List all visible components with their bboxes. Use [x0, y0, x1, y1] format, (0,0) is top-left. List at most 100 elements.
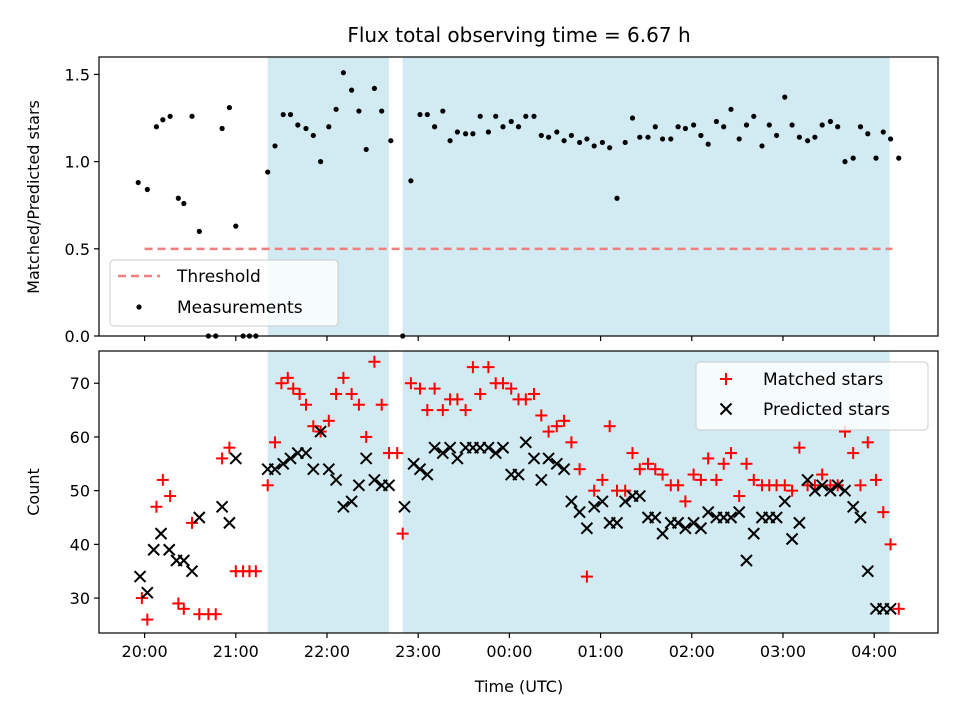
measurement-point — [591, 143, 597, 149]
predicted-point — [527, 452, 541, 465]
measurement-point — [424, 111, 430, 118]
matched-point — [603, 420, 616, 433]
predicted-point-b — [359, 452, 373, 465]
predicted-point — [671, 516, 685, 530]
measurement-point — [531, 113, 537, 119]
measurement-point — [470, 131, 476, 137]
measurement-point — [759, 143, 765, 149]
predicted-point-b — [345, 495, 358, 508]
measurement-point — [463, 131, 469, 137]
predicted-point — [596, 495, 609, 508]
predicted-point-b — [299, 446, 313, 460]
top-axes: 0.0 0.5 1.0 1.5 — [65, 56, 939, 346]
predicted-point-b — [428, 441, 441, 454]
predicted-point-b — [215, 500, 229, 513]
predicted-point — [352, 479, 366, 492]
bottom-xtick-label-3: 23:00 — [395, 642, 441, 661]
predicted-point-b — [542, 452, 555, 465]
predicted-point — [770, 511, 783, 524]
measurement-point — [454, 129, 460, 135]
top-panel: 0.0 0.5 1.0 1.5 Matched/Predicted stars Thr… — [24, 56, 939, 346]
top-ytick-label-1: 0.5 — [65, 240, 90, 259]
matched-point — [877, 506, 890, 519]
measurement-point — [240, 333, 246, 339]
matched-point — [717, 457, 730, 470]
measurement-point — [789, 122, 795, 128]
measurement-point — [682, 125, 688, 132]
predicted-point-b — [573, 505, 586, 519]
predicted-point-b — [314, 425, 327, 438]
measurement-point — [568, 132, 574, 139]
predicted-point — [141, 586, 154, 599]
predicted-point — [656, 527, 669, 540]
predicted-point — [337, 500, 350, 513]
predicted-point-b — [801, 473, 814, 487]
legend-measurement-swatch — [136, 304, 142, 310]
matched-point — [535, 409, 548, 422]
bottom-xtick-label-4: 00:00 — [486, 642, 532, 661]
predicted-point — [793, 516, 806, 530]
predicted-point — [133, 570, 147, 583]
measurement-point — [545, 134, 552, 140]
bottom-frame — [98, 350, 939, 634]
predicted-point-b — [185, 565, 199, 578]
predicted-point-b — [482, 441, 495, 454]
matched-point — [404, 377, 417, 390]
bottom-xtick-label-1: 21:00 — [213, 642, 259, 661]
predicted-point-b — [687, 516, 700, 530]
predicted-point-b — [147, 543, 160, 556]
legend-matched-label: Matched stars — [763, 370, 883, 390]
matched-point — [565, 436, 578, 449]
measurement-point — [721, 124, 727, 130]
predicted-point — [185, 565, 199, 578]
predicted-point — [307, 462, 320, 476]
predicted-point — [618, 495, 632, 508]
measurement-point — [728, 106, 734, 112]
measurement-point — [295, 122, 301, 128]
matched-point — [223, 441, 236, 454]
predicted-point-b — [368, 473, 381, 487]
measurement-point — [280, 111, 286, 118]
predicted-point-b — [724, 511, 738, 524]
predicted-point — [740, 554, 753, 567]
predicted-point — [884, 602, 897, 616]
bottom-xtick-label-6: 02:00 — [669, 642, 715, 661]
bottom-xtick-label-2: 22:00 — [304, 642, 350, 661]
matched-point — [421, 404, 434, 417]
predicted-point — [368, 473, 381, 487]
measurement-point — [500, 124, 506, 130]
matched-point — [172, 597, 185, 610]
measurement-point — [508, 118, 514, 125]
predicted-point — [649, 511, 662, 524]
flux-band-2 — [402, 57, 890, 336]
matched-point — [352, 398, 365, 411]
predicted-point-b — [421, 468, 434, 481]
matched-point — [573, 463, 586, 476]
predicted-point — [778, 495, 791, 508]
bottom-xtick-label-8: 04:00 — [851, 642, 897, 661]
matched-point — [786, 484, 799, 497]
predicted-point — [359, 452, 373, 465]
matched-point — [281, 371, 294, 384]
predicted-point-b — [610, 516, 624, 530]
matched-point — [884, 538, 897, 551]
measurement-point — [751, 113, 757, 119]
measurement-point — [447, 138, 453, 144]
matched-point — [687, 468, 700, 481]
measurement-point — [705, 141, 711, 147]
predicted-point — [861, 565, 874, 578]
measurement-point — [561, 138, 567, 144]
measurement-point — [713, 118, 719, 125]
measurement-point — [850, 155, 856, 161]
measurement-point — [205, 333, 212, 339]
matched-point — [293, 387, 306, 400]
predicted-point-b — [596, 495, 609, 508]
measurement-point — [160, 117, 166, 123]
predicted-point — [421, 468, 434, 481]
measurement-point — [477, 113, 483, 119]
matched-point — [428, 382, 441, 395]
legend-predicted-marker-b — [719, 402, 733, 416]
matched-point — [474, 387, 487, 400]
measurement-point — [622, 139, 628, 146]
predicted-point — [428, 441, 441, 454]
